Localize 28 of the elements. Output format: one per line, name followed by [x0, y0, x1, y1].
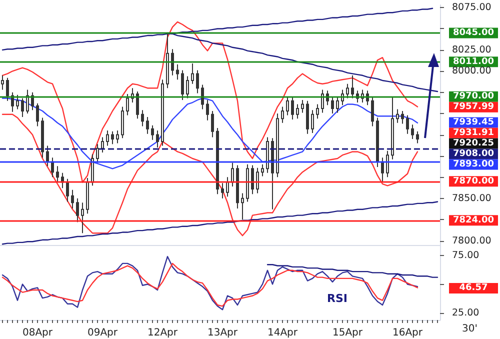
y-tick-label: 7800.00 — [452, 235, 492, 246]
ref-line-label: 7970.00 — [453, 92, 494, 102]
text: 7920.25 — [453, 138, 494, 148]
text: 7957.99 — [453, 102, 494, 112]
text: 7939.45 — [453, 118, 494, 128]
y-tick-label: 8075.00 — [452, 2, 492, 14]
ref-line-label: 8045.00 — [453, 28, 494, 38]
y-tick-label: 8000.00 — [452, 66, 492, 77]
y-tick-label: 7850.00 — [452, 192, 492, 204]
ref-line-label: 8011.00 — [453, 56, 494, 67]
annotation: RSI — [327, 292, 348, 305]
text: 7931.91 — [453, 128, 494, 138]
ref-line-label: 7870.00 — [453, 176, 494, 186]
ref-line-label: 7824.00 — [453, 215, 494, 226]
x-tick-label: 13Apr — [207, 328, 238, 338]
ref-line-label: 7908.00 — [453, 149, 494, 159]
x-tick-label: 14Apr — [267, 328, 298, 338]
x-tick-label: 08Apr — [22, 328, 54, 338]
y-tick-label: 8025.00 — [452, 44, 492, 56]
y-tick-label: 75.00 — [452, 250, 480, 261]
x-axis-title: 30' — [462, 324, 478, 334]
x-tick-label: 12Apr — [147, 328, 178, 338]
text: 46.57 — [459, 283, 488, 294]
y-tick-label: 25.00 — [452, 308, 480, 319]
x-tick-label: 15Apr — [332, 328, 364, 338]
ref-line-label: 7893.00 — [453, 160, 494, 170]
x-tick-label: 16Apr — [392, 328, 424, 338]
x-tick-label: 09Apr — [87, 328, 118, 338]
